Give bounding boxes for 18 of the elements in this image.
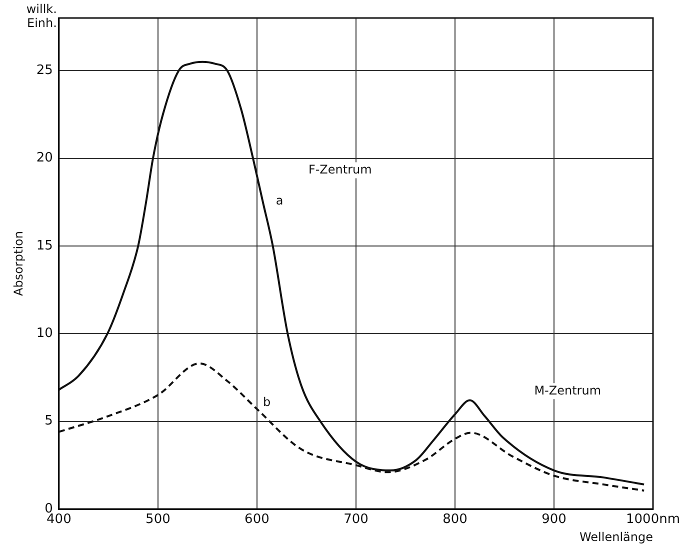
text: willk. Einh. xyxy=(26,2,57,30)
y-tick-label: 5 xyxy=(44,414,53,429)
y-tick-label: 15 xyxy=(36,238,53,254)
x-axis-title: Wellenlänge xyxy=(580,530,653,544)
x-tick-label: 700 xyxy=(344,512,368,528)
x-tick-label: 900 xyxy=(542,512,566,528)
y-axis-title: Absorption xyxy=(11,231,26,296)
annotation: b xyxy=(262,395,271,410)
y-tick-label: 25 xyxy=(36,62,53,78)
x-tick-label: 600 xyxy=(244,512,270,528)
annotation: M-Zentrum xyxy=(534,383,602,398)
annotation: a xyxy=(276,194,284,208)
annotation: F-Zentrum xyxy=(308,162,372,176)
y-tick-label: 10 xyxy=(36,326,53,342)
y-tick-label: 20 xyxy=(36,150,53,166)
x-tick-label: 1000nm xyxy=(626,512,680,528)
x-tick-label: 800 xyxy=(442,512,468,528)
x-tick-label: 500 xyxy=(146,512,170,528)
